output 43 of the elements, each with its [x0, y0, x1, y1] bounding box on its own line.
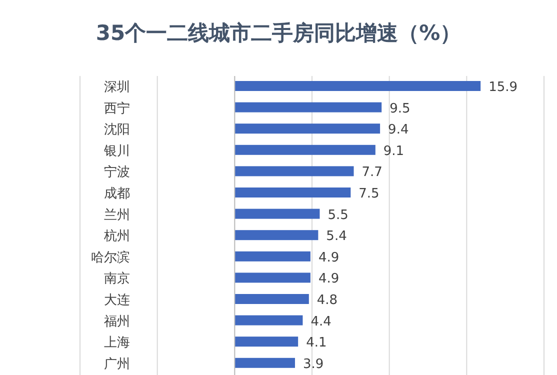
data-label: 7.7 — [362, 165, 382, 180]
data-label: 9.5 — [390, 101, 410, 116]
data-label: 9.4 — [388, 122, 409, 138]
data-label: 4.8 — [316, 293, 338, 308]
bar — [234, 144, 376, 155]
y-tick-label: 福州 — [104, 314, 130, 330]
data-label: 3.9 — [302, 356, 324, 372]
y-tick-label: 上海 — [104, 336, 130, 351]
y-tick-label: 西宁 — [104, 100, 130, 116]
bar — [234, 81, 481, 91]
bar — [234, 336, 298, 347]
data-label: 15.9 — [488, 80, 518, 95]
y-tick-label: 南京 — [104, 272, 130, 287]
data-label: 4.9 — [318, 272, 340, 287]
data-label: 4.1 — [306, 336, 327, 351]
bar — [234, 358, 295, 368]
y-tick-label: 杭州 — [103, 229, 130, 244]
bar — [234, 166, 354, 176]
bar — [234, 294, 309, 304]
data-label: 4.4 — [310, 314, 332, 330]
y-tick-label: 宁波 — [104, 164, 130, 180]
bar — [234, 208, 320, 219]
y-tick-label: 广州 — [104, 356, 130, 372]
bar — [234, 124, 380, 134]
y-tick-label: 深圳 — [104, 80, 130, 95]
data-label: 5.4 — [326, 229, 347, 244]
bar — [234, 102, 382, 112]
y-tick-label: 沈阳 — [104, 122, 130, 138]
chart-title: 35个一二线城市二手房同比增速（%） — [96, 21, 462, 45]
data-label: 5.5 — [328, 208, 348, 223]
bar — [234, 272, 310, 283]
bar — [234, 251, 310, 262]
y-tick-label: 大连 — [104, 293, 130, 308]
data-label: 9.1 — [383, 144, 404, 159]
bar — [234, 188, 351, 198]
data-label: 4.9 — [318, 250, 340, 266]
y-tick-label: 哈尔滨 — [91, 249, 130, 266]
data-label: 7.5 — [358, 186, 380, 202]
bar — [234, 230, 318, 240]
y-tick-label: 兰州 — [104, 208, 130, 223]
bar — [234, 315, 303, 326]
y-tick-label: 银川 — [103, 144, 130, 159]
y-tick-label: 成都 — [104, 186, 130, 202]
